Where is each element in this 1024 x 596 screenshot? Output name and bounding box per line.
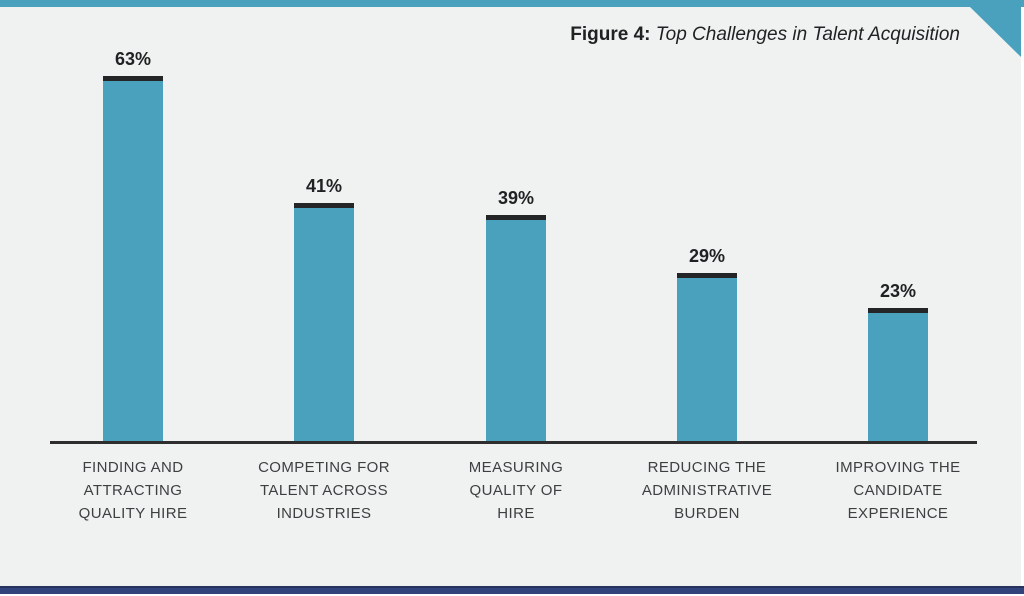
bar-value-label: 63%: [114, 49, 152, 69]
bar: [677, 273, 737, 441]
figure-title-text: Top Challenges in Talent Acquisition: [655, 24, 960, 45]
bar: [486, 215, 546, 441]
bar: [294, 203, 354, 441]
bar: [868, 308, 928, 441]
bottom-accent-bar: [0, 586, 1024, 594]
bar: [103, 76, 163, 441]
figure-title-prefix: Figure 4:: [570, 24, 651, 45]
bar-value-label: 39%: [497, 188, 535, 208]
category-label: COMPETING FOR TALENT ACROSS INDUSTRIES: [258, 459, 390, 522]
bar-value-label: 41%: [305, 176, 343, 196]
bar-value-label: 29%: [688, 246, 726, 266]
category-label: FINDING AND ATTRACTING QUALITY HIRE: [78, 459, 188, 522]
category-label: MEASURING QUALITY OF HIRE: [468, 459, 564, 522]
category-label: IMPROVING THE CANDIDATE EXPERIENCE: [835, 459, 961, 522]
top-accent-strip: [0, 0, 1024, 7]
figure-title: Figure 4: Top Challenges in Talent Acqui…: [570, 24, 960, 46]
category-label: REDUCING THE ADMINISTRATIVE BURDEN: [641, 459, 773, 522]
x-axis-line: [50, 441, 977, 444]
bar-value-label: 23%: [879, 281, 917, 301]
